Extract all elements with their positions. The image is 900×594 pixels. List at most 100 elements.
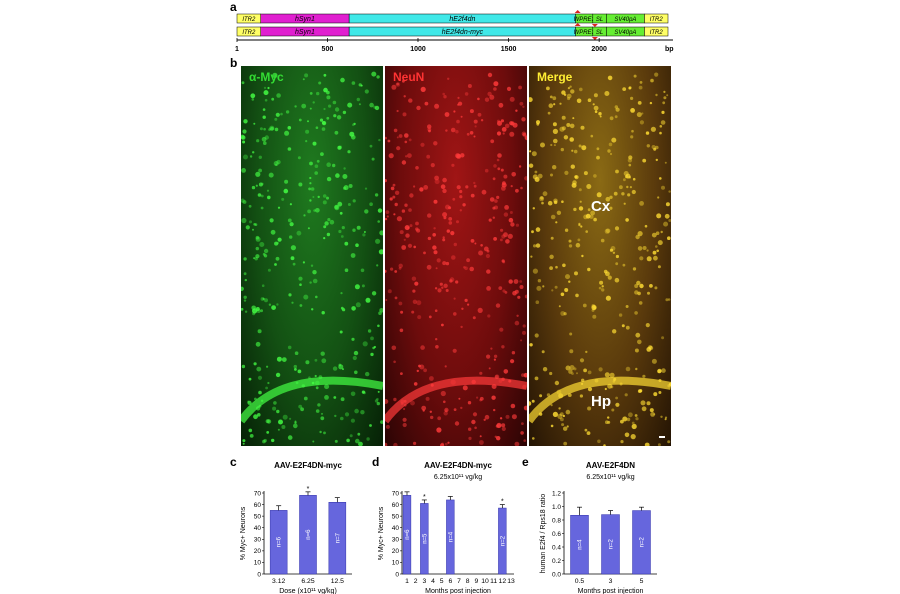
y-tick-label: 0.8 bbox=[552, 517, 561, 524]
chart-title: AAV-E2F4DN bbox=[586, 461, 635, 470]
x-tick-label: 8 bbox=[466, 578, 470, 585]
y-axis-label: human E2f4 / Rps18 ratio bbox=[540, 494, 547, 573]
cell-texture bbox=[529, 72, 671, 446]
n-label: n=4 bbox=[578, 539, 584, 550]
svg-text:ITR2: ITR2 bbox=[242, 17, 256, 23]
y-tick-label: 70 bbox=[254, 490, 262, 497]
x-tick-label: 9 bbox=[474, 578, 478, 585]
construct-segment: WPRE3 bbox=[574, 13, 596, 24]
bp-tick-label: 2000 bbox=[591, 46, 607, 53]
micrograph-title: Merge bbox=[537, 70, 573, 84]
panel-label-c: c bbox=[230, 455, 237, 469]
x-tick-label: 12 bbox=[499, 578, 507, 585]
chart-title: AAV-E2F4DN-myc bbox=[424, 461, 492, 470]
y-tick-label: 0.4 bbox=[552, 544, 561, 551]
svg-text:SV40pA: SV40pA bbox=[614, 17, 636, 23]
micrograph-merge: Merge Cx Hp bbox=[529, 66, 671, 446]
svg-text:SV40pA: SV40pA bbox=[614, 30, 636, 36]
y-tick-label: 70 bbox=[392, 490, 400, 497]
construct-segment: ITR2 bbox=[236, 13, 261, 24]
x-tick-label: 10 bbox=[481, 578, 489, 585]
svg-text:hSyn1: hSyn1 bbox=[295, 16, 315, 23]
construct-segment: hSyn1 bbox=[260, 26, 350, 37]
y-tick-label: 60 bbox=[254, 502, 262, 509]
primer-arrow-icon bbox=[591, 24, 598, 27]
construct-segment: SV40pA bbox=[606, 26, 645, 37]
region-label-cx: Cx bbox=[591, 198, 611, 215]
svg-text:SL: SL bbox=[596, 30, 603, 36]
construct-segment: WPRE3 bbox=[574, 26, 596, 37]
x-tick-label: 2 bbox=[414, 578, 418, 585]
bp-tick-label: 1000 bbox=[410, 46, 426, 53]
construct-segment: SL bbox=[592, 13, 607, 24]
significance-asterisk: * bbox=[423, 494, 426, 501]
primer-arrow-icon bbox=[574, 23, 581, 26]
micrograph-myc: α-Myc bbox=[241, 66, 383, 446]
panel-label-b: b bbox=[230, 56, 238, 70]
chart-dose: AAV-E2F4DN-myc 0 10 20 30 40 50 60 70 % Myc+ Neur… bbox=[240, 461, 352, 594]
construct-segment: ITR2 bbox=[236, 26, 261, 37]
svg-text:hE2f4dn: hE2f4dn bbox=[449, 16, 475, 23]
y-tick-label: 0.6 bbox=[552, 531, 561, 538]
construct-segment: ITR2 bbox=[644, 13, 669, 24]
y-tick-label: 0.2 bbox=[552, 558, 561, 565]
chart-subtitle: 6.25x10¹¹ vg/kg bbox=[434, 474, 482, 481]
x-tick-label: 13 bbox=[507, 578, 515, 585]
construct-segment: hE2f4dn-myc bbox=[348, 26, 576, 37]
y-tick-label: 10 bbox=[392, 560, 400, 567]
micrograph-title: NeuN bbox=[393, 70, 425, 84]
y-tick-label: 50 bbox=[254, 513, 262, 520]
y-tick-label: 40 bbox=[392, 525, 400, 532]
x-tick-label: 4 bbox=[431, 578, 435, 585]
primer-arrow-icon bbox=[574, 10, 581, 13]
y-tick-label: 30 bbox=[392, 537, 400, 544]
micrograph-title: α-Myc bbox=[249, 70, 284, 84]
x-tick-label: 11 bbox=[490, 578, 497, 585]
y-tick-label: 20 bbox=[392, 548, 400, 555]
y-tick-label: 10 bbox=[254, 560, 262, 567]
svg-text:WPRE3: WPRE3 bbox=[574, 30, 596, 36]
y-tick-label: 40 bbox=[254, 525, 262, 532]
svg-text:SL: SL bbox=[596, 17, 603, 23]
construct-segment: ITR2 bbox=[644, 26, 669, 37]
construct-segment: SV40pA bbox=[606, 13, 645, 24]
y-axis-label: % Myc+ Neurons bbox=[240, 506, 247, 560]
primer-arrow-icon bbox=[591, 37, 598, 40]
y-tick-label: 1.0 bbox=[552, 504, 561, 511]
construct-segment: SL bbox=[592, 26, 607, 37]
region-label-hp: Hp bbox=[591, 393, 611, 410]
micrograph-neun: NeuN bbox=[385, 66, 527, 446]
x-tick-label: 6 bbox=[448, 578, 452, 585]
x-axis-label: Dose (x10¹¹ vg/kg) bbox=[279, 588, 337, 594]
svg-text:hE2f4dn-myc: hE2f4dn-myc bbox=[442, 29, 484, 36]
y-tick-label: 20 bbox=[254, 548, 262, 555]
x-axis-label: Months post injection bbox=[578, 588, 644, 594]
y-tick-label: 0 bbox=[257, 571, 261, 578]
x-axis-label: Months post injection bbox=[425, 588, 491, 594]
svg-text:ITR2: ITR2 bbox=[242, 30, 256, 36]
n-label: n=4 bbox=[448, 531, 454, 542]
construct-segment: hSyn1 bbox=[260, 13, 350, 24]
x-tick-label: 1 bbox=[405, 578, 409, 585]
svg-text:ITR2: ITR2 bbox=[650, 30, 664, 36]
y-axis-label: % Myc+ Neurons bbox=[378, 506, 385, 560]
n-label: n=6 bbox=[405, 529, 411, 540]
svg-text:ITR2: ITR2 bbox=[650, 17, 664, 23]
chart-time-course: AAV-E2F4DN-myc 6.25x10¹¹ vg/kg 0 10 20 30 40 50… bbox=[378, 461, 515, 594]
y-tick-label: 30 bbox=[254, 537, 262, 544]
y-tick-label: 0.0 bbox=[552, 571, 561, 578]
bar bbox=[446, 499, 455, 575]
x-tick-label: 3 bbox=[422, 578, 426, 585]
y-tick-label: 0 bbox=[395, 571, 399, 578]
cell-texture bbox=[385, 72, 527, 446]
svg-text:WPRE3: WPRE3 bbox=[574, 17, 596, 23]
x-tick-label: 3.12 bbox=[272, 578, 285, 585]
bp-unit: bp bbox=[665, 46, 674, 53]
x-tick-label: 5 bbox=[640, 578, 644, 585]
bar bbox=[570, 515, 589, 575]
significance-asterisk: * bbox=[501, 499, 504, 506]
bp-tick-label: 1 bbox=[235, 46, 239, 53]
x-tick-label: 5 bbox=[440, 578, 444, 585]
scale-bar bbox=[659, 436, 665, 438]
